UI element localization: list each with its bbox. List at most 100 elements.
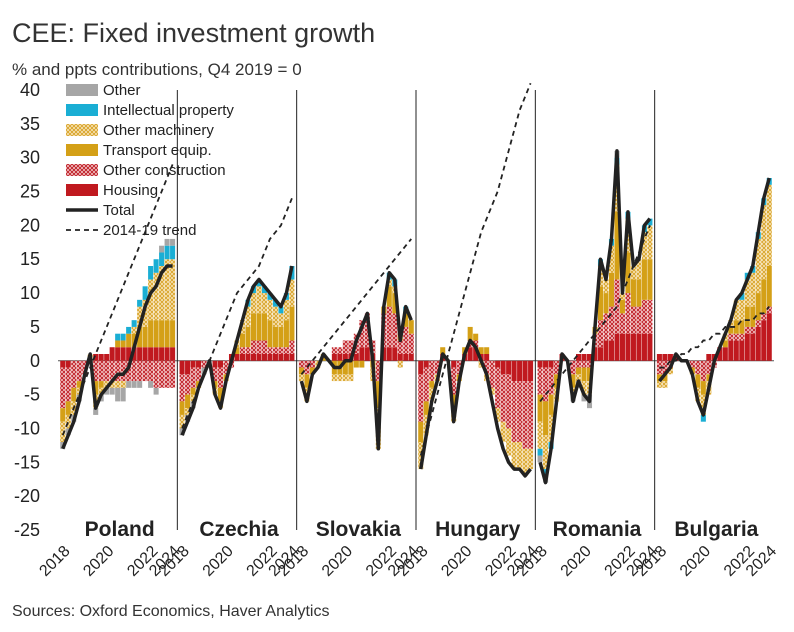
bar-other-machinery <box>495 408 501 422</box>
trend-line-slovakia <box>300 238 412 375</box>
bar-other-construction <box>548 367 554 395</box>
bar-other-construction <box>159 360 165 388</box>
bar-housing <box>451 360 457 368</box>
bar-other-construction <box>109 360 115 382</box>
x-tick-label: 2020 <box>200 543 237 580</box>
bar-housing <box>65 360 71 368</box>
bar-other-construction <box>728 333 734 341</box>
legend-label: 2014-19 trend <box>103 222 196 239</box>
bar-transport-equip- <box>164 320 170 348</box>
bar-other-machinery <box>608 245 615 273</box>
bar-transport-equip- <box>636 279 642 307</box>
bar-other-machinery <box>517 442 523 470</box>
bar-housing <box>234 354 240 361</box>
y-tick-label: -25 <box>14 520 40 540</box>
bar-other-construction <box>256 340 262 354</box>
bar-other-construction <box>700 360 706 382</box>
bar-other-machinery <box>641 232 647 260</box>
bar-housing <box>630 333 636 361</box>
bar-other-construction <box>217 367 224 388</box>
bar-transport-equip- <box>722 340 728 348</box>
bar-transport-equip- <box>440 347 446 354</box>
bar-other-construction <box>506 374 512 429</box>
bar-transport-equip- <box>548 394 554 415</box>
bar-other-machinery <box>153 272 159 321</box>
bar-other-machinery <box>170 259 176 321</box>
bar-other-machinery <box>120 381 126 388</box>
bar-other-construction <box>289 340 295 354</box>
bar-other-machinery <box>60 421 66 442</box>
bar-other-construction <box>98 360 104 382</box>
bar-other-construction <box>359 320 365 348</box>
bar-other-machinery <box>261 293 267 314</box>
bar-transport-equip- <box>662 374 668 382</box>
bar-other-construction <box>250 340 257 354</box>
bar-transport-equip- <box>706 374 712 382</box>
legend: Other Intellectual property Other machiner… <box>66 82 234 239</box>
bar-transport-equip- <box>309 367 315 375</box>
bar-other-machinery <box>142 299 148 327</box>
bar-other-construction <box>245 347 251 354</box>
bar-other-construction <box>429 360 435 382</box>
bar-transport-equip- <box>256 313 262 341</box>
bar-other-machinery <box>76 387 82 395</box>
bar-transport-equip- <box>126 333 132 348</box>
bar-transport-equip- <box>537 394 543 422</box>
bar-other-machinery <box>429 387 435 402</box>
bar-other-machinery <box>700 394 706 415</box>
legend-label: Housing <box>103 182 158 199</box>
y-tick-label: 35 <box>20 114 40 134</box>
bar-other <box>537 455 543 463</box>
bar-transport-equip- <box>728 326 734 334</box>
bar-housing <box>706 354 712 361</box>
bar-other-machinery <box>543 435 549 470</box>
bar-transport-equip- <box>375 381 381 409</box>
bar-transport-equip- <box>554 374 560 388</box>
bar-intellectual-property <box>278 306 284 314</box>
bar-transport-equip- <box>272 326 278 348</box>
bar-other <box>120 387 126 402</box>
bar-intellectual-property <box>261 286 267 294</box>
bar-housing <box>164 347 170 361</box>
bar-other-machinery <box>342 374 348 382</box>
bar-other-construction <box>543 367 549 402</box>
bar-transport-equip- <box>750 306 756 327</box>
bar-other-construction <box>71 360 77 388</box>
bar-transport-equip- <box>153 320 159 348</box>
bar-other-machinery <box>179 414 185 429</box>
bar-transport-equip- <box>137 326 143 348</box>
bar-other-construction <box>619 313 625 334</box>
bar-other <box>581 394 587 402</box>
bar-other-machinery <box>662 381 668 388</box>
bar-transport-equip- <box>142 326 148 348</box>
bar-transport-equip- <box>298 367 304 375</box>
bar-other-construction <box>196 367 202 382</box>
x-tick-label: 2018 <box>275 543 312 580</box>
bar-housing <box>586 354 593 361</box>
bar-other-construction <box>375 360 381 382</box>
y-tick-label: -20 <box>14 486 40 506</box>
legend-label: Other construction <box>103 162 226 179</box>
bar-intellectual-property <box>170 245 176 260</box>
x-tick-label: 2018 <box>36 543 73 580</box>
bar-intellectual-property <box>159 252 165 266</box>
source-note: Sources: Oxford Economics, Haver Analyti… <box>12 603 330 620</box>
legend-swatch-transport-equip- <box>66 144 98 156</box>
bar-other-construction <box>408 333 414 354</box>
bar-housing <box>506 360 512 375</box>
bar-other-construction <box>76 360 82 382</box>
total-line-slovakia <box>299 271 413 451</box>
bar-other-construction <box>179 374 185 402</box>
bar-other-construction <box>597 320 604 348</box>
bar-housing <box>212 360 218 368</box>
bar-transport-equip- <box>98 381 104 388</box>
bar-housing <box>261 354 267 361</box>
bar-other-machinery <box>755 238 761 294</box>
bar-housing <box>717 347 723 361</box>
bar-housing <box>126 347 132 361</box>
bar-other-machinery <box>185 408 191 415</box>
panel-label: Hungary <box>435 518 521 541</box>
bar-other-machinery <box>245 306 251 327</box>
bar-intellectual-property <box>700 414 706 422</box>
bar-intellectual-property <box>153 259 159 273</box>
